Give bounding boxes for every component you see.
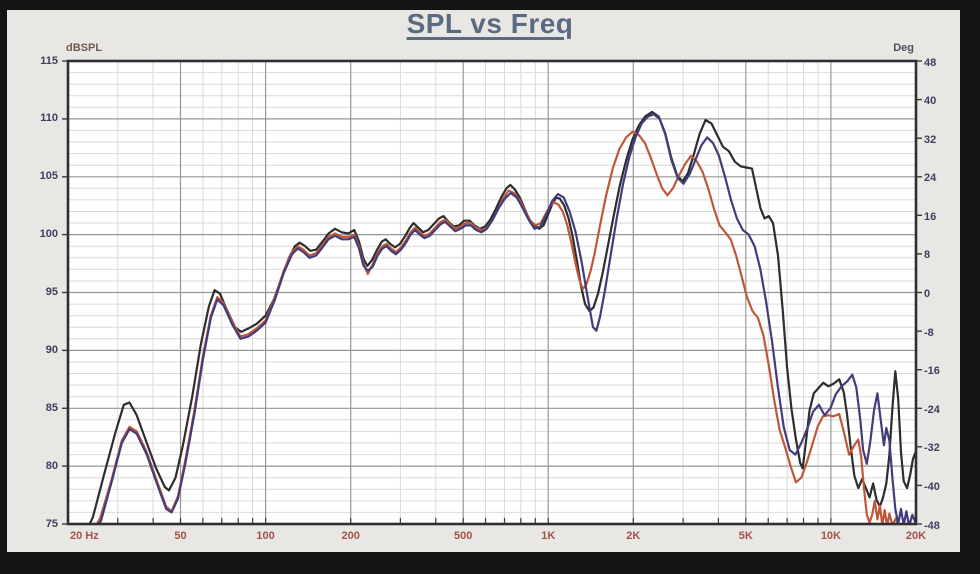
x-tick-200: 200 — [341, 530, 360, 542]
y-left-tick-110: 110 — [40, 112, 58, 125]
y-right-tick-24: 24 — [924, 172, 937, 185]
x-tick-1K: 1K — [541, 530, 556, 542]
x-tick-500: 500 — [453, 530, 473, 542]
y-right-tick--40: -40 — [924, 480, 940, 493]
x-tick-100: 100 — [256, 530, 275, 542]
x-tick-20-Hz: 20 Hz — [70, 530, 99, 542]
x-tick-50: 50 — [174, 530, 187, 542]
y-right-tick--48: -48 — [924, 519, 940, 532]
y-left-tick-115: 115 — [40, 54, 58, 67]
y-right-tick-8: 8 — [924, 249, 931, 262]
x-tick-10K: 10K — [820, 530, 841, 542]
y-right-tick-40: 40 — [924, 95, 937, 108]
y-right-tick-0: 0 — [924, 288, 931, 300]
y-right-tick-48: 48 — [924, 56, 937, 69]
x-tick-2K: 2K — [626, 530, 641, 542]
y-left-tick-105: 105 — [39, 170, 58, 183]
y-left-tick-85: 85 — [45, 401, 58, 414]
y-right-tick--16: -16 — [924, 365, 940, 378]
y-left-tick-100: 100 — [39, 228, 58, 241]
x-tick-20K: 20K — [905, 530, 927, 542]
y-right-tick--32: -32 — [924, 442, 940, 455]
y-left-axis-unit-label: dBSPL — [66, 42, 103, 54]
y-left-tick-80: 80 — [45, 459, 58, 472]
x-tick-5K: 5K — [738, 530, 753, 542]
y-right-tick-16: 16 — [924, 210, 937, 223]
y-left-tick-90: 90 — [45, 343, 58, 356]
blue-trace — [97, 113, 916, 524]
y-left-tick-95: 95 — [45, 286, 58, 298]
y-left-tick-75: 75 — [45, 517, 58, 530]
y-right-tick-32: 32 — [924, 133, 937, 146]
y-right-axis-unit-label: Deg — [893, 42, 914, 54]
y-right-tick--8: -8 — [924, 326, 934, 339]
y-right-tick--24: -24 — [924, 403, 940, 416]
chart-title: SPL vs Freq — [406, 8, 574, 39]
